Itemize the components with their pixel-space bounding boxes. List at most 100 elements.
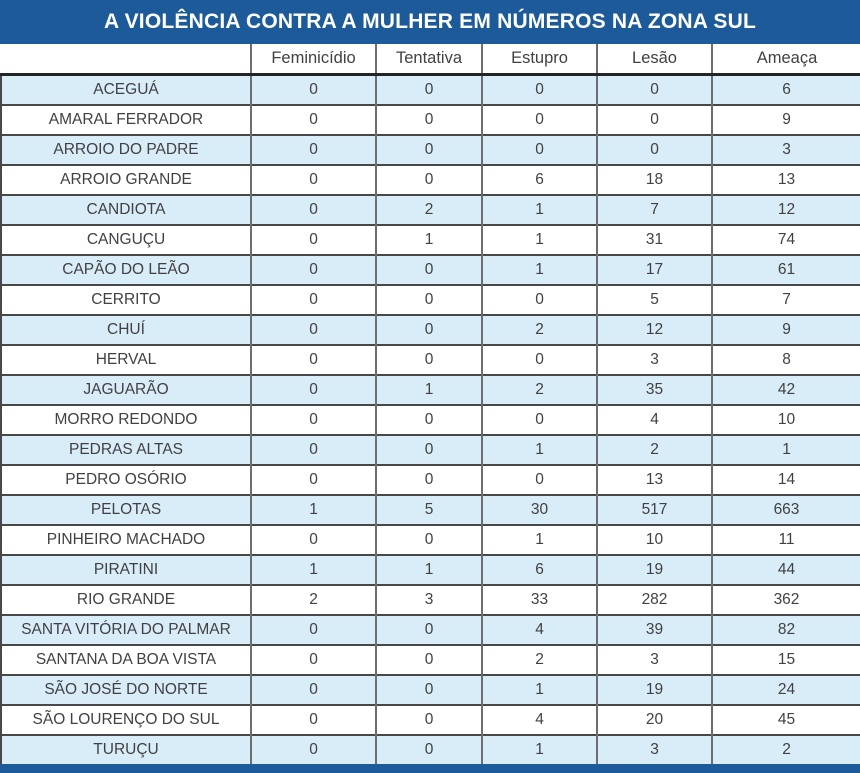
municipality-cell: ARROIO GRANDE bbox=[0, 164, 251, 195]
municipality-cell: SÃO JOSÉ DO NORTE bbox=[0, 674, 251, 705]
value-cell: 0 bbox=[375, 104, 482, 135]
municipality-cell: PIRATINI bbox=[0, 554, 251, 585]
municipality-cell: CHUÍ bbox=[0, 314, 251, 345]
value-cell: 0 bbox=[375, 644, 482, 675]
table-row: ARROIO GRANDE 0 0 6 18 13 bbox=[0, 164, 860, 195]
value-cell: 2 bbox=[481, 374, 597, 405]
table-row: MORRO REDONDO 0 0 0 4 10 bbox=[0, 404, 860, 435]
header-row: Feminicídio Tentativa Estupro Lesão Ameaça bbox=[1, 44, 860, 76]
value-cell: 30 bbox=[481, 494, 597, 525]
municipality-cell: SANTA VITÓRIA DO PALMAR bbox=[0, 614, 251, 645]
column-header: Tentativa bbox=[375, 44, 482, 76]
value-cell: 20 bbox=[596, 704, 712, 735]
value-cell: 1 bbox=[481, 434, 597, 465]
value-cell: 6 bbox=[481, 554, 597, 585]
table-row: CANGUÇU 0 1 1 31 74 bbox=[0, 224, 860, 255]
value-cell: 0 bbox=[596, 74, 712, 105]
value-cell: 1 bbox=[481, 254, 597, 285]
value-cell: 2 bbox=[250, 584, 376, 615]
value-cell: 0 bbox=[375, 344, 482, 375]
violence-table: Feminicídio Tentativa Estupro Lesão Ameaça A… bbox=[0, 44, 860, 764]
value-cell: 0 bbox=[375, 404, 482, 435]
value-cell: 0 bbox=[250, 434, 376, 465]
value-cell: 0 bbox=[250, 254, 376, 285]
value-cell: 0 bbox=[596, 104, 712, 135]
value-cell: 0 bbox=[481, 404, 597, 435]
value-cell: 0 bbox=[250, 614, 376, 645]
table-row: TURUÇU 0 0 1 3 2 bbox=[0, 734, 860, 764]
value-cell: 0 bbox=[481, 284, 597, 315]
value-cell: 0 bbox=[250, 104, 376, 135]
value-cell: 45 bbox=[711, 704, 860, 735]
table-row: CANDIOTA 0 2 1 7 12 bbox=[0, 194, 860, 225]
municipality-cell: CERRITO bbox=[0, 284, 251, 315]
value-cell: 0 bbox=[250, 284, 376, 315]
municipality-cell: ARROIO DO PADRE bbox=[0, 134, 251, 165]
table-row: CAPÃO DO LEÃO 0 0 1 17 61 bbox=[0, 254, 860, 285]
value-cell: 0 bbox=[375, 164, 482, 195]
corner-cell bbox=[1, 44, 251, 76]
value-cell: 0 bbox=[375, 314, 482, 345]
page-title: A VIOLÊNCIA CONTRA A MULHER EM NÚMEROS N… bbox=[0, 0, 860, 44]
value-cell: 10 bbox=[711, 404, 860, 435]
table-body: ACEGUÁ 0 0 0 0 6 AMARAL FERRADOR 0 0 0 0 9 ARROIO DO… bbox=[0, 74, 860, 764]
value-cell: 2 bbox=[481, 314, 597, 345]
municipality-cell: ACEGUÁ bbox=[0, 74, 251, 105]
value-cell: 2 bbox=[711, 734, 860, 764]
value-cell: 1 bbox=[250, 494, 376, 525]
municipality-cell: PEDRAS ALTAS bbox=[0, 434, 251, 465]
table-row: PINHEIRO MACHADO 0 0 1 10 11 bbox=[0, 524, 860, 555]
value-cell: 13 bbox=[711, 164, 860, 195]
value-cell: 1 bbox=[481, 524, 597, 555]
value-cell: 82 bbox=[711, 614, 860, 645]
municipality-cell: RIO GRANDE bbox=[0, 584, 251, 615]
value-cell: 0 bbox=[250, 134, 376, 165]
value-cell: 0 bbox=[250, 524, 376, 555]
value-cell: 1 bbox=[375, 374, 482, 405]
table-row: SÃO LOURENÇO DO SUL 0 0 4 20 45 bbox=[0, 704, 860, 735]
municipality-cell: CAPÃO DO LEÃO bbox=[0, 254, 251, 285]
value-cell: 0 bbox=[375, 674, 482, 705]
table-row: SANTA VITÓRIA DO PALMAR 0 0 4 39 82 bbox=[0, 614, 860, 645]
value-cell: 4 bbox=[481, 704, 597, 735]
value-cell: 0 bbox=[481, 464, 597, 495]
value-cell: 31 bbox=[596, 224, 712, 255]
value-cell: 35 bbox=[596, 374, 712, 405]
value-cell: 0 bbox=[375, 254, 482, 285]
value-cell: 0 bbox=[375, 614, 482, 645]
value-cell: 11 bbox=[711, 524, 860, 555]
municipality-cell: PEDRO OSÓRIO bbox=[0, 464, 251, 495]
value-cell: 0 bbox=[375, 704, 482, 735]
municipality-cell: HERVAL bbox=[0, 344, 251, 375]
value-cell: 1 bbox=[481, 734, 597, 764]
value-cell: 0 bbox=[250, 344, 376, 375]
table-row: SANTANA DA BOA VISTA 0 0 2 3 15 bbox=[0, 644, 860, 675]
value-cell: 19 bbox=[596, 674, 712, 705]
value-cell: 42 bbox=[711, 374, 860, 405]
table-row: RIO GRANDE 2 3 33 282 362 bbox=[0, 584, 860, 615]
value-cell: 0 bbox=[250, 164, 376, 195]
value-cell: 0 bbox=[481, 134, 597, 165]
table-row: ARROIO DO PADRE 0 0 0 0 3 bbox=[0, 134, 860, 165]
value-cell: 0 bbox=[250, 704, 376, 735]
value-cell: 0 bbox=[250, 644, 376, 675]
value-cell: 0 bbox=[375, 524, 482, 555]
table-row: HERVAL 0 0 0 3 8 bbox=[0, 344, 860, 375]
value-cell: 362 bbox=[711, 584, 860, 615]
value-cell: 0 bbox=[481, 104, 597, 135]
value-cell: 1 bbox=[711, 434, 860, 465]
value-cell: 0 bbox=[481, 74, 597, 105]
value-cell: 0 bbox=[481, 344, 597, 375]
table-row: SÃO JOSÉ DO NORTE 0 0 1 19 24 bbox=[0, 674, 860, 705]
value-cell: 1 bbox=[481, 224, 597, 255]
value-cell: 19 bbox=[596, 554, 712, 585]
value-cell: 517 bbox=[596, 494, 712, 525]
value-cell: 0 bbox=[250, 224, 376, 255]
value-cell: 4 bbox=[596, 404, 712, 435]
value-cell: 4 bbox=[481, 614, 597, 645]
value-cell: 13 bbox=[596, 464, 712, 495]
municipality-cell: MORRO REDONDO bbox=[0, 404, 251, 435]
value-cell: 61 bbox=[711, 254, 860, 285]
bottom-bar bbox=[0, 764, 860, 773]
value-cell: 1 bbox=[481, 194, 597, 225]
